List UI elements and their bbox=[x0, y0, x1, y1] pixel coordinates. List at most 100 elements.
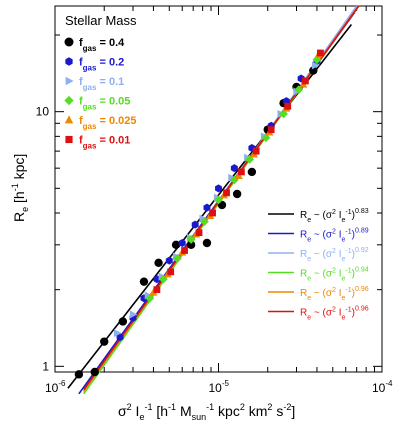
y-label-part: kpc] bbox=[11, 154, 27, 184]
fit-exp: 0.96 bbox=[355, 306, 369, 313]
data-point-series-1 bbox=[203, 203, 211, 212]
data-point-series-5 bbox=[181, 247, 188, 254]
fit-mid2: I bbox=[336, 308, 342, 319]
legend-marker-0 bbox=[64, 37, 74, 47]
fit-legend-label-3: Re ~ (σ2 Ie-1)0.94 bbox=[300, 267, 369, 283]
fit-R-sub: e bbox=[307, 256, 311, 263]
legend-label-2: fgas = 0.1 bbox=[79, 76, 124, 92]
y-tick-label: 1 bbox=[42, 359, 49, 373]
data-point-series-3 bbox=[145, 293, 155, 303]
y-label-sub: e bbox=[20, 207, 30, 212]
fit-sub2: e bbox=[342, 315, 346, 322]
legend-f: f bbox=[79, 37, 83, 49]
legend-f: f bbox=[79, 76, 83, 88]
fit-R: R bbox=[300, 308, 307, 319]
data-point-series-2 bbox=[311, 61, 320, 70]
fit-legend-label-4: Re ~ (σ2 Ie-1)0.96 bbox=[300, 286, 369, 302]
data-point-series-0 bbox=[118, 317, 128, 326]
fit-sup1: 2 bbox=[332, 268, 336, 275]
fit-mid2: I bbox=[336, 288, 342, 299]
data-point-series-0 bbox=[186, 240, 196, 250]
x-label-part: km bbox=[245, 403, 268, 419]
fit-mid: ~ (σ bbox=[311, 288, 333, 299]
data-point-series-1 bbox=[215, 184, 222, 193]
legend-value: = 0.025 bbox=[96, 115, 136, 127]
fit-sub2: e bbox=[342, 256, 346, 263]
data-point-series-5 bbox=[195, 229, 203, 237]
x-axis-label: σ2 Ie-1 [h-1 Msun-1 kpc2 km2 s-2] bbox=[118, 402, 295, 422]
fit-R-sub: e bbox=[307, 315, 311, 322]
fit-sup2: -1 bbox=[345, 209, 351, 216]
legend-sub: gas bbox=[83, 103, 97, 112]
data-point-series-4 bbox=[149, 288, 158, 296]
legend-marker-4 bbox=[64, 115, 74, 124]
data-point-series-0 bbox=[309, 66, 318, 75]
data-point-series-5 bbox=[167, 268, 175, 276]
fit-R-sub: e bbox=[307, 217, 311, 224]
data-point-series-1 bbox=[178, 239, 186, 247]
fit-sub2: e bbox=[342, 217, 346, 224]
fit-close: ) bbox=[352, 288, 355, 299]
points-layer bbox=[74, 49, 324, 379]
fit-sup2: -1 bbox=[345, 248, 351, 255]
legend-f: f bbox=[79, 135, 83, 147]
fit-legend-label-2: Re ~ (σ2 Ie-1)0.92 bbox=[300, 247, 369, 263]
data-point-series-0 bbox=[90, 367, 99, 377]
legend-label-5: fgas = 0.01 bbox=[79, 135, 130, 151]
legend-f: f bbox=[79, 115, 83, 127]
data-point-series-5 bbox=[237, 168, 245, 176]
x-tick-label: 10-6 bbox=[45, 379, 66, 395]
fit-sub2: e bbox=[342, 276, 346, 283]
data-point-series-0 bbox=[171, 240, 181, 250]
fit-R: R bbox=[300, 230, 307, 241]
x-label-sup: 2 bbox=[240, 402, 245, 412]
x-label-part: σ bbox=[118, 403, 127, 419]
legend-value: = 0.01 bbox=[96, 135, 130, 147]
x-label-part: ] bbox=[291, 403, 295, 419]
x-tick-exponent: -5 bbox=[222, 379, 230, 388]
legend-marker-1 bbox=[65, 57, 73, 66]
fit-sup1: 2 bbox=[332, 307, 336, 314]
x-label-sup: -2 bbox=[283, 402, 291, 412]
fit-exp: 0.89 bbox=[355, 228, 369, 235]
fit-mid2: I bbox=[336, 249, 342, 260]
fit-close: ) bbox=[352, 230, 355, 241]
fit-mid: ~ (σ bbox=[311, 249, 333, 260]
x-label-part: [h bbox=[152, 403, 168, 419]
x-tick-exponent: -4 bbox=[385, 379, 393, 388]
data-point-series-3 bbox=[245, 154, 255, 164]
x-label-sup: -1 bbox=[168, 402, 176, 412]
x-tick-label: 10-5 bbox=[209, 379, 230, 395]
fit-sup2: -1 bbox=[345, 307, 351, 314]
fit-legend-label-1: Re ~ (σ2 Ie-1)0.89 bbox=[300, 228, 369, 244]
legend-sub: gas bbox=[83, 44, 97, 53]
x-label-part: s bbox=[272, 403, 283, 419]
fit-close: ) bbox=[352, 269, 355, 280]
fit-sup1: 2 bbox=[332, 209, 336, 216]
legend-label-4: fgas = 0.025 bbox=[79, 115, 137, 131]
legend-marker-3 bbox=[64, 95, 74, 106]
data-point-series-0 bbox=[232, 189, 242, 199]
fit-mid2: I bbox=[336, 230, 342, 241]
x-label-sub: sun bbox=[192, 412, 207, 422]
legend-value: = 0.4 bbox=[96, 37, 125, 49]
fit-mid2: I bbox=[336, 210, 342, 221]
fit-sup2: -1 bbox=[345, 268, 351, 275]
data-point-series-0 bbox=[139, 277, 149, 286]
legend-marker-2 bbox=[65, 76, 74, 86]
y-label-part: R bbox=[11, 212, 27, 222]
x-tick-base: 10 bbox=[45, 381, 59, 395]
x-tick-base: 10 bbox=[209, 381, 223, 395]
fit-mid: ~ (σ bbox=[311, 210, 333, 221]
fit-mid2: I bbox=[336, 269, 342, 280]
legend-value: = 0.2 bbox=[96, 57, 124, 69]
data-point-series-5 bbox=[252, 147, 260, 155]
fit-R-sub: e bbox=[307, 237, 311, 244]
fit-mid: ~ (σ bbox=[311, 308, 333, 319]
data-point-series-0 bbox=[202, 238, 212, 248]
fit-sub2: e bbox=[342, 237, 346, 244]
